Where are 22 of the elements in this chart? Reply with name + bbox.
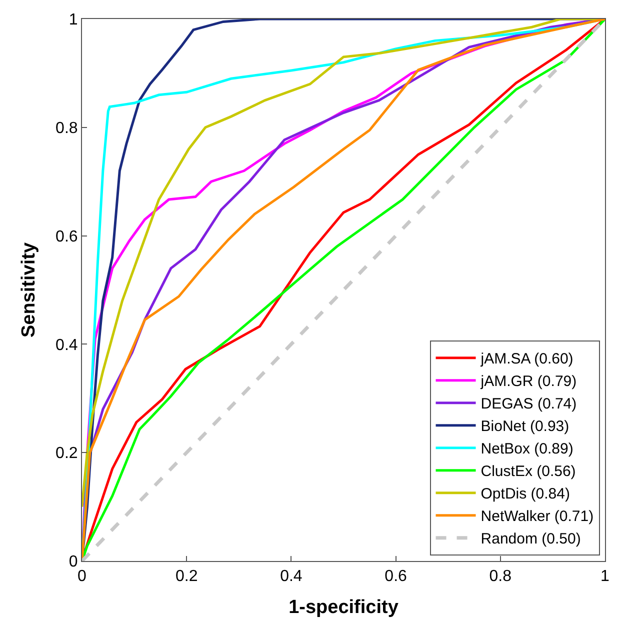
y-tick-label: 0.8 bbox=[56, 120, 78, 137]
x-tick-label: 0.8 bbox=[489, 568, 512, 586]
x-tick-label: 0.6 bbox=[384, 568, 408, 586]
legend-label: NetWalker (0.71) bbox=[480, 508, 594, 526]
y-tick-label: 0 bbox=[68, 554, 78, 571]
y-tick-label: 0.2 bbox=[56, 445, 78, 462]
legend-label: jAM.SA (0.60) bbox=[480, 350, 574, 368]
x-tick-label: 1 bbox=[600, 568, 610, 586]
legend-label: BioNet (0.93) bbox=[480, 418, 570, 436]
legend-label: Random (0.50) bbox=[480, 530, 581, 548]
legend-label: NetBox (0.89) bbox=[480, 440, 574, 458]
legend-label: jAM.GR (0.79) bbox=[480, 373, 577, 390]
y-axis-title: Sensitivity bbox=[18, 242, 40, 338]
x-axis-title: 1-specificity bbox=[288, 597, 399, 618]
y-tick-label: 0.6 bbox=[56, 228, 78, 246]
legend-label: ClustEx (0.56) bbox=[480, 463, 576, 480]
x-tick-label: 0.4 bbox=[280, 568, 302, 586]
x-tick-label: 0.2 bbox=[175, 568, 198, 586]
y-tick-label: 0.4 bbox=[56, 336, 78, 354]
y-tick-label: 1 bbox=[68, 12, 78, 29]
legend-label: DEGAS (0.74) bbox=[480, 396, 577, 413]
legend-label: OptDis (0.84) bbox=[480, 486, 570, 503]
